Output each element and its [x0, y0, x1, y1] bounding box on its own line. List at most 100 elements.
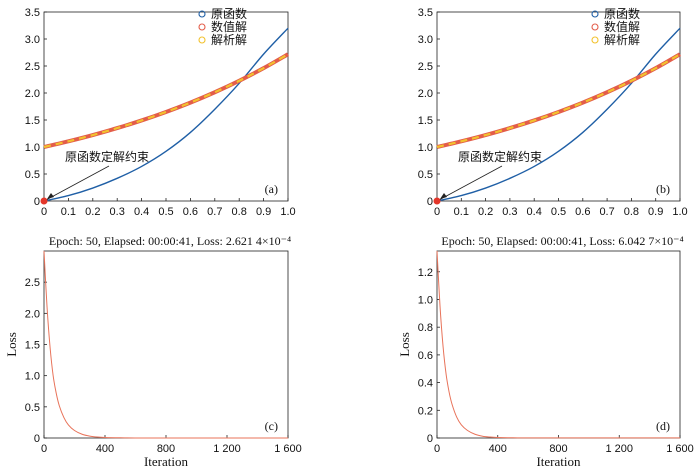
y-tick-label: 1.5 [418, 115, 433, 127]
panel-label: (d) [656, 419, 670, 433]
series-line-loss [436, 250, 680, 439]
x-axis-label: Iteration [144, 454, 189, 469]
annotation-label: 原函数定解约束 [65, 149, 149, 164]
x-tick-label: 0.6 [575, 206, 590, 218]
y-tick-label: 1.0 [25, 142, 40, 154]
x-tick-label: 0.4 [527, 206, 542, 218]
x-tick-label: 0.8 [624, 206, 639, 218]
legend-marker [198, 23, 206, 31]
x-tick-label: 0 [434, 443, 440, 455]
y-tick-label: 1.0 [25, 371, 40, 383]
y-tick-label: 0.8 [418, 322, 433, 334]
series-line-解析解 [43, 53, 289, 149]
x-tick-label: 0.2 [478, 206, 493, 218]
plot-frame [436, 11, 681, 202]
x-tick-label: 0.8 [232, 206, 247, 218]
x-tick-label: 800 [549, 443, 567, 455]
plot-frame [436, 250, 681, 439]
series-line-原函数 [436, 27, 681, 202]
annotation-arrowhead [440, 193, 447, 199]
panel-c: 0 400 800 1 200 1 600 0 0.5 1.0 1.5 2.0 2.5 (c) Epoc… [4, 234, 302, 469]
y-tick-label: 0.6 [418, 350, 433, 362]
y-tick-label: 0.5 [418, 169, 433, 181]
annotation-label: 原函数定解约束 [458, 149, 542, 164]
y-tick-label: 3.0 [25, 34, 40, 46]
legend-label: 原函数 [211, 6, 247, 21]
x-tick-label: 0.7 [207, 206, 222, 218]
y-tick-label: 3.5 [25, 7, 40, 19]
legend-label: 解析解 [211, 33, 247, 47]
legend-label: 数值解 [604, 19, 640, 34]
x-tick-label: 0.2 [85, 206, 100, 218]
x-tick-label: 0.3 [502, 206, 517, 218]
series-line-解析解 [436, 53, 681, 149]
x-tick-label: 0 [41, 443, 47, 455]
legend-marker [198, 36, 206, 44]
panel-a: 0 0.1 0.2 0.3 0.4 0.5 0.6 0.7 0.8 0.9 1.0 0 0.5 1.0 1.… [25, 6, 296, 218]
panel-b: 0 0.1 0.2 0.3 0.4 0.5 0.6 0.7 0.8 0.9 1.0 0 0.5 1.0 1.… [418, 6, 688, 218]
x-tick-label: 800 [157, 443, 175, 455]
x-tick-label: 0 [41, 206, 47, 218]
panel-d: 0 400 800 1 200 1 600 0 0.2 0.4 0.6 0.8 1.0 1.2 (d) E… [397, 234, 694, 469]
series-line-原函数 [43, 27, 289, 202]
y-tick-label: 2.0 [25, 88, 40, 100]
y-tick-label: 2.0 [418, 88, 433, 100]
y-tick-label: 1.5 [25, 340, 40, 352]
legend-marker [591, 10, 599, 18]
y-tick-label: 2.0 [25, 308, 40, 320]
plot-frame [43, 11, 289, 202]
x-tick-label: 1 600 [274, 443, 302, 455]
legend-label: 原函数 [604, 6, 640, 21]
x-tick-label: 0.9 [648, 206, 663, 218]
legend-label: 解析解 [604, 33, 640, 47]
y-tick-label: 1.0 [418, 142, 433, 154]
x-tick-label: 1 200 [213, 443, 241, 455]
y-tick-label: 0 [34, 196, 40, 208]
y-axis-label: Loss [4, 332, 19, 357]
panel-label: (c) [265, 419, 278, 433]
panel-label: (b) [656, 182, 670, 196]
x-tick-label: 0.1 [454, 206, 469, 218]
y-tick-label: 0.5 [25, 402, 40, 414]
y-tick-label: 1.2 [418, 267, 433, 279]
y-tick-label: 1.5 [25, 115, 40, 127]
y-tick-label: 0 [427, 196, 433, 208]
y-tick-label: 3.5 [418, 7, 433, 19]
chart-title: Epoch: 50, Elapsed: 00:00:41, Loss: 2.62… [49, 234, 291, 248]
y-tick-label: 0.5 [25, 169, 40, 181]
annotation-point [433, 197, 441, 205]
x-tick-label: 0.3 [110, 206, 125, 218]
y-tick-label: 2.5 [25, 277, 40, 289]
x-tick-label: 1 200 [605, 443, 633, 455]
x-tick-label: 0.5 [158, 206, 173, 218]
x-tick-label: 1 600 [666, 443, 694, 455]
x-tick-label: 0 [434, 206, 440, 218]
annotation-arrowhead [47, 193, 54, 199]
panel-label: (a) [265, 182, 278, 196]
y-tick-label: 0 [34, 433, 40, 445]
y-axis-label: Loss [397, 332, 412, 357]
x-tick-label: 0.9 [256, 206, 271, 218]
legend-label: 数值解 [211, 19, 247, 34]
annotation-arrow [438, 165, 503, 201]
annotation-point [40, 197, 48, 205]
y-tick-label: 3.0 [418, 34, 433, 46]
legend-marker [591, 23, 599, 31]
x-tick-label: 0.5 [551, 206, 566, 218]
chart-title: Epoch: 50, Elapsed: 00:00:41, Loss: 6.04… [441, 234, 683, 248]
x-tick-label: 1.0 [280, 206, 295, 218]
y-tick-label: 0.2 [418, 405, 433, 417]
x-tick-label: 0.7 [599, 206, 614, 218]
x-tick-label: 0.6 [183, 206, 198, 218]
y-tick-label: 0 [427, 433, 433, 445]
x-tick-label: 1.0 [672, 206, 687, 218]
x-tick-label: 400 [96, 443, 114, 455]
legend-marker [198, 10, 206, 18]
y-tick-label: 2.5 [418, 61, 433, 73]
x-tick-label: 400 [489, 443, 507, 455]
plot-frame [43, 250, 289, 439]
annotation-arrow [45, 165, 110, 201]
y-tick-label: 2.5 [25, 61, 40, 73]
x-tick-label: 0.1 [61, 206, 76, 218]
